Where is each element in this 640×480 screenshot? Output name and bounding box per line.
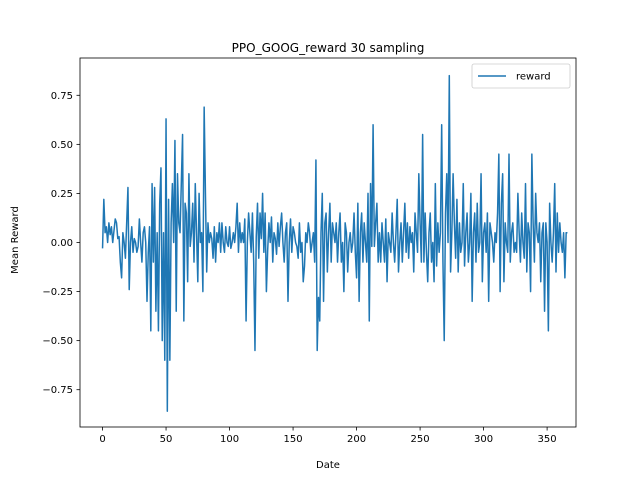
- x-axis: 0 50 100 150 200 250 300 350: [99, 427, 557, 445]
- x-tick-label: 200: [347, 434, 366, 445]
- y-tick-label: 0.00: [51, 238, 73, 249]
- legend: reward: [471, 63, 571, 89]
- x-tick-label: 350: [538, 434, 557, 445]
- y-tick-label: −0.75: [42, 385, 73, 396]
- y-tick-label: 0.75: [51, 91, 73, 102]
- x-tick-label: 250: [411, 434, 430, 445]
- legend-box: [471, 63, 571, 89]
- series-line-reward: [101, 74, 568, 413]
- x-tick-label: 50: [160, 434, 173, 445]
- y-tick-label: −0.25: [42, 287, 73, 298]
- x-axis-title: Date: [316, 460, 340, 471]
- y-axis-title: Mean Reward: [10, 206, 21, 274]
- x-tick-label: 0: [99, 434, 105, 445]
- x-tick-label: 100: [220, 434, 239, 445]
- plot-area: [79, 57, 577, 428]
- chart-title: PPO_GOOG_reward 30 sampling: [232, 41, 425, 55]
- x-tick-label: 300: [474, 434, 493, 445]
- x-tick-label: 150: [284, 434, 303, 445]
- legend-label: reward: [516, 72, 551, 83]
- y-tick-label: 0.25: [51, 189, 73, 200]
- y-tick-label: 0.50: [51, 140, 73, 151]
- y-axis: −0.75 −0.50 −0.25 0.00 0.25 0.50 0.75: [42, 91, 80, 396]
- y-tick-label: −0.50: [42, 336, 73, 347]
